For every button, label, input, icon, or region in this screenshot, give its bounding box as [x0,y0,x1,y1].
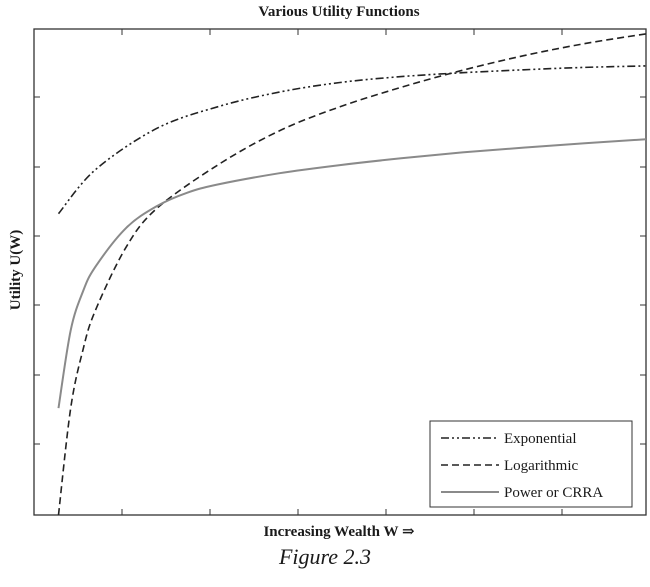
x-axis-label: Increasing Wealth W ⇒ [263,524,415,540]
series-layer [57,33,647,516]
series-line-exponential [57,65,647,215]
figure-caption: Figure 2.3 [278,544,372,569]
chart-title: Various Utility Functions [258,4,419,20]
series-line-power-or-crra [57,138,647,409]
legend-label: Power or CRRA [504,485,603,501]
series-line-logarithmic [57,33,647,516]
plot-frame [33,28,647,516]
legend-label: Logarithmic [504,458,578,474]
axis-ticks [34,29,646,515]
y-axis-label: Utility U(W) [8,230,24,310]
legend: Exponential Logarithmic Power or CRRA [429,420,633,508]
legend-label: Exponential [504,431,576,447]
